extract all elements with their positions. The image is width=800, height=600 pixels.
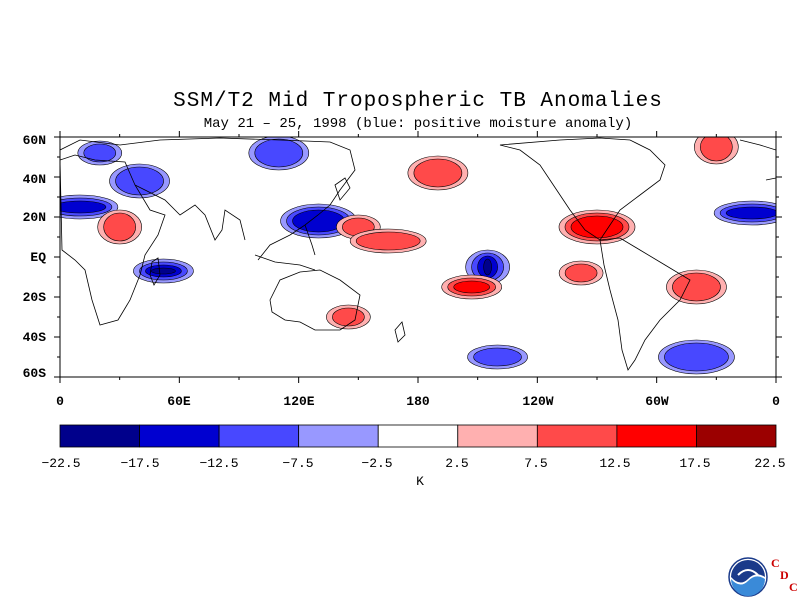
lat-label-20s: 20S — [22, 290, 46, 305]
colorbar-tick-label: −12.5 — [199, 456, 239, 471]
colorbar-swatch — [696, 424, 777, 448]
lat-label-40n: 40N — [22, 172, 46, 187]
map-title: SSM/T2 Mid Tropospheric TB Anomalies — [173, 90, 663, 113]
lat-label-eq: EQ — [30, 250, 46, 265]
colorbar-swatch — [457, 424, 538, 448]
positive-anomaly-contour — [700, 137, 733, 162]
positive-anomaly-contour — [453, 280, 491, 294]
colorbar-swatch — [218, 424, 300, 448]
colorbar-tick-label: 12.5 — [599, 456, 631, 471]
positive-anomaly-contour — [570, 215, 624, 239]
axis-ticks — [54, 131, 782, 383]
lat-label-20n: 20N — [22, 210, 46, 225]
lon-label-0-right: 0 — [772, 394, 780, 409]
colorbar-unit: K — [416, 474, 424, 489]
negative-anomaly-contour — [254, 138, 304, 168]
colorbar-tick-label: −17.5 — [120, 456, 160, 471]
colorbar — [59, 424, 777, 448]
colorbar-tick-label: 17.5 — [679, 456, 711, 471]
colorbar-tick-label: 22.5 — [754, 456, 786, 471]
lon-label-0: 0 — [56, 394, 64, 409]
colorbar-tick-label: 7.5 — [524, 456, 548, 471]
colorbar-tick-label: −7.5 — [282, 456, 314, 471]
negative-anomaly-contour — [664, 342, 729, 372]
colorbar-tick-label: −22.5 — [41, 456, 81, 471]
cdc-letter-c1: C — [771, 556, 780, 570]
negative-anomaly-contour — [483, 258, 492, 276]
lat-label-60n: 60N — [22, 133, 46, 148]
lat-label-60s: 60S — [22, 366, 46, 381]
negative-anomaly-contour — [60, 200, 107, 214]
positive-anomaly-contour — [564, 263, 598, 283]
anomaly-fields — [60, 137, 776, 375]
colorbar-swatch — [298, 424, 379, 448]
map-subtitle: May 21 – 25, 1998 (blue: positive moistu… — [203, 116, 633, 132]
negative-anomaly-contour — [115, 166, 164, 196]
positive-anomaly-contour — [413, 158, 463, 188]
positive-anomaly-contour — [672, 272, 721, 302]
colorbar-swatch — [616, 424, 697, 448]
colorbar-tick-label: 2.5 — [445, 456, 469, 471]
colorbar-tick-label: −2.5 — [361, 456, 393, 471]
negative-anomaly-contour — [151, 267, 176, 275]
lat-label-40s: 40S — [22, 330, 46, 345]
colorbar-swatch — [139, 424, 220, 448]
positive-anomaly-contour — [103, 212, 136, 242]
noaa-logo-icon — [728, 557, 768, 597]
lon-label-120w: 120W — [522, 394, 554, 409]
colorbar-swatch — [59, 424, 140, 448]
lon-label-60w: 60W — [645, 394, 669, 409]
positive-anomaly-contour — [355, 231, 421, 251]
coastlines — [60, 137, 776, 371]
lon-label-180: 180 — [406, 394, 430, 409]
lon-label-60e: 60E — [167, 394, 191, 409]
negative-anomaly-contour — [83, 143, 117, 163]
negative-anomaly-contour — [473, 347, 522, 367]
colorbar-swatch — [377, 424, 459, 448]
lon-label-120e: 120E — [283, 394, 315, 409]
cdc-letter-d: D — [780, 568, 789, 582]
cdc-letter-c2: C — [789, 580, 798, 594]
colorbar-swatch — [536, 424, 618, 448]
positive-anomaly-contour — [332, 307, 365, 327]
negative-anomaly-contour — [725, 206, 776, 220]
